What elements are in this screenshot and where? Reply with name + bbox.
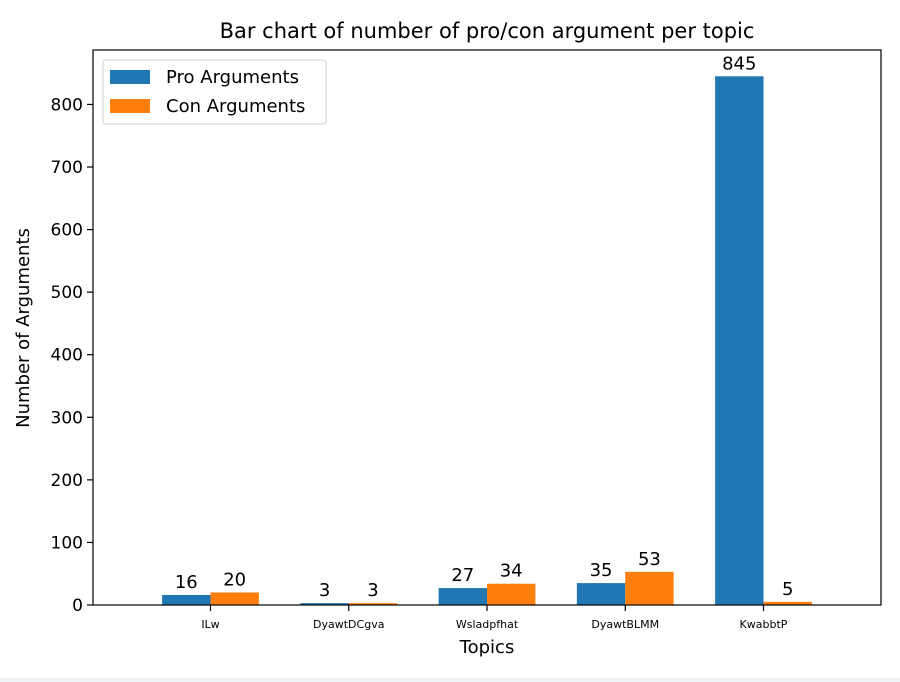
bar-pro-4 (715, 76, 764, 605)
bar-con-1 (348, 603, 398, 605)
y-axis: 0 100 200 300 400 500 600 700 800 (51, 95, 93, 616)
chart-title: Bar chart of number of pro/con argument … (220, 19, 755, 43)
value-label-pro-0: 16 (175, 572, 198, 593)
bars-group (162, 76, 812, 605)
value-labels-group: 16 3 27 35 845 20 3 34 53 5 (175, 53, 794, 601)
bar-con-0 (210, 592, 259, 605)
y-tick-label-500: 500 (51, 283, 83, 303)
bar-con-4 (763, 601, 812, 605)
legend-swatch-0 (110, 70, 150, 84)
bar-con-3 (625, 571, 674, 605)
value-label-con-3: 53 (638, 549, 661, 570)
x-axis: ILw DyawtDCgva Wsladpfhat DyawtBLMM KwabbtP (201, 605, 788, 631)
value-label-con-0: 20 (223, 569, 246, 590)
value-label-pro-3: 35 (590, 560, 613, 581)
y-tick-label-0: 0 (72, 596, 83, 616)
y-tick-label-600: 600 (51, 221, 83, 241)
x-axis-label: Topics (459, 637, 515, 658)
x-tick-label-2: Wsladpfhat (456, 618, 519, 631)
legend: Pro Arguments Con Arguments (102, 59, 327, 125)
plot-frame (92, 49, 882, 606)
y-tick-label-400: 400 (51, 346, 83, 366)
bar-pro-0 (162, 594, 211, 605)
bar-con-2 (487, 583, 536, 605)
value-label-con-2: 34 (500, 561, 523, 582)
x-tick-label-4: KwabbtP (740, 618, 788, 631)
legend-label-0: Pro Arguments (166, 67, 299, 88)
value-label-pro-4: 845 (722, 53, 756, 74)
y-tick-label-100: 100 (51, 533, 83, 553)
bar-pro-1 (300, 603, 349, 605)
x-tick-label-1: DyawtDCgva (313, 618, 384, 631)
bar-pro-2 (438, 588, 487, 605)
x-tick-label-3: DyawtBLMM (591, 618, 659, 631)
bar-pro-3 (576, 583, 626, 605)
value-label-con-1: 3 (367, 580, 378, 601)
value-label-pro-2: 27 (451, 565, 474, 586)
y-tick-label-700: 700 (51, 158, 83, 178)
y-axis-label: Number of Arguments (13, 228, 34, 428)
legend-label-1: Con Arguments (166, 96, 305, 117)
legend-swatch-1 (110, 99, 150, 113)
legend-box (102, 59, 327, 125)
x-tick-label-0: ILw (201, 618, 219, 631)
bottom-strip (0, 678, 900, 682)
value-label-con-4: 5 (782, 579, 793, 600)
y-tick-label-200: 200 (51, 471, 83, 491)
y-tick-label-800: 800 (51, 95, 83, 115)
y-tick-label-300: 300 (51, 408, 83, 428)
value-label-pro-1: 3 (319, 580, 330, 601)
